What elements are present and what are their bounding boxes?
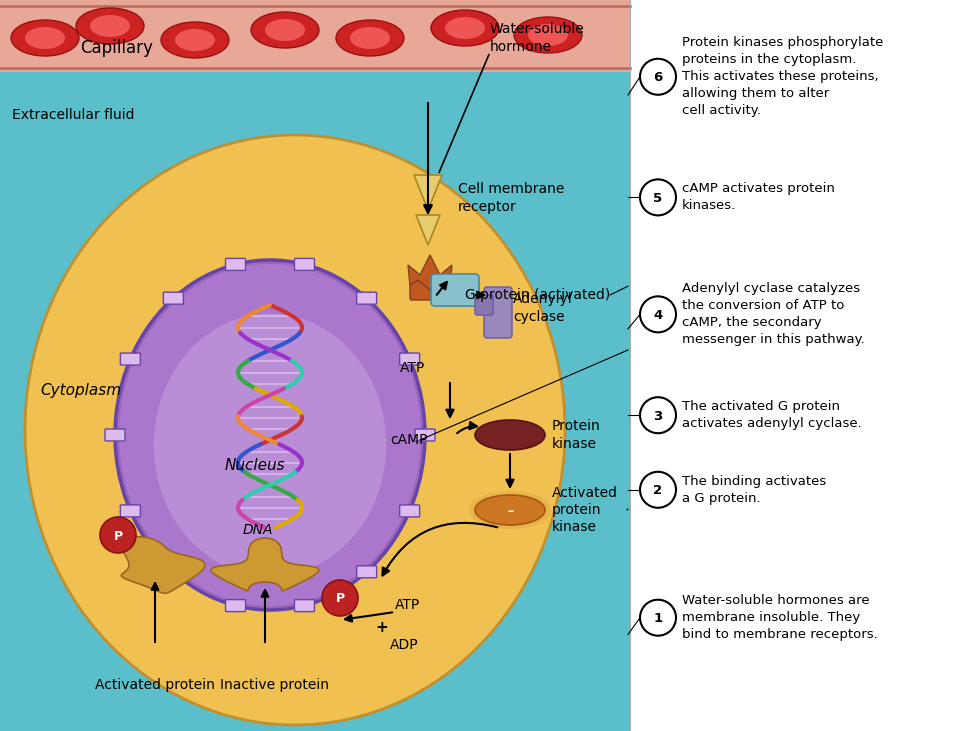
Ellipse shape (25, 135, 565, 725)
Text: 2: 2 (653, 484, 663, 497)
Text: cAMP: cAMP (390, 433, 427, 447)
Circle shape (640, 471, 676, 508)
Circle shape (640, 296, 676, 333)
FancyBboxPatch shape (431, 274, 479, 306)
Text: 4: 4 (653, 308, 663, 322)
Text: Nucleus: Nucleus (225, 458, 286, 472)
Text: P: P (336, 593, 345, 605)
Polygon shape (414, 175, 442, 210)
Text: ATP: ATP (395, 598, 420, 612)
Text: Cell membrane
receptor: Cell membrane receptor (458, 182, 565, 213)
Circle shape (640, 599, 676, 636)
Ellipse shape (115, 260, 425, 610)
Text: Protein
kinase: Protein kinase (552, 420, 601, 450)
Polygon shape (408, 255, 452, 290)
Text: +: + (375, 621, 388, 635)
Ellipse shape (528, 24, 568, 46)
FancyBboxPatch shape (226, 258, 245, 270)
Ellipse shape (11, 20, 79, 56)
FancyBboxPatch shape (410, 281, 450, 300)
Ellipse shape (350, 27, 390, 49)
Bar (0, 0, 630, 72)
Ellipse shape (161, 22, 229, 58)
FancyBboxPatch shape (400, 505, 420, 517)
FancyBboxPatch shape (226, 599, 245, 612)
Circle shape (640, 58, 676, 95)
Text: –: – (507, 506, 513, 518)
Text: P: P (114, 529, 123, 542)
Text: The activated G protein
activates adenylyl cyclase.: The activated G protein activates adenyl… (682, 400, 862, 431)
FancyBboxPatch shape (163, 292, 183, 304)
FancyBboxPatch shape (400, 353, 420, 365)
Polygon shape (416, 215, 440, 245)
Text: Water-soluble
hormone: Water-soluble hormone (490, 23, 585, 53)
Circle shape (100, 517, 136, 553)
Ellipse shape (76, 8, 144, 44)
FancyBboxPatch shape (294, 599, 315, 612)
Ellipse shape (90, 15, 130, 37)
Text: Adenylyl cyclase catalyzes
the conversion of ATP to
cAMP, the secondary
messenge: Adenylyl cyclase catalyzes the conversio… (682, 282, 865, 346)
Text: Activated
protein
kinase: Activated protein kinase (552, 485, 618, 534)
FancyBboxPatch shape (163, 566, 183, 577)
Polygon shape (211, 538, 319, 591)
Ellipse shape (119, 264, 421, 606)
Ellipse shape (445, 17, 485, 39)
Text: 3: 3 (653, 409, 663, 423)
Circle shape (322, 580, 358, 616)
Ellipse shape (175, 29, 215, 51)
Text: Adenylyl
cyclase: Adenylyl cyclase (513, 292, 572, 324)
Text: 6: 6 (653, 71, 663, 84)
Circle shape (640, 397, 676, 433)
Text: ATP: ATP (400, 361, 426, 375)
Text: Protein kinases phosphorylate
proteins in the cytoplasm.
This activates these pr: Protein kinases phosphorylate proteins i… (682, 37, 883, 117)
FancyBboxPatch shape (121, 353, 140, 365)
Polygon shape (122, 537, 205, 594)
FancyBboxPatch shape (475, 295, 493, 315)
Text: 1: 1 (653, 612, 663, 625)
Text: cAMP activates protein
kinases.: cAMP activates protein kinases. (682, 182, 835, 213)
FancyBboxPatch shape (484, 287, 512, 338)
Text: G protein (activated): G protein (activated) (465, 288, 610, 302)
Ellipse shape (251, 12, 319, 48)
Text: Extracellular fluid: Extracellular fluid (12, 108, 134, 122)
Text: Activated protein: Activated protein (96, 678, 215, 692)
Text: Inactive protein: Inactive protein (220, 678, 329, 692)
Bar (0, 72, 630, 731)
Ellipse shape (475, 420, 545, 450)
Ellipse shape (431, 10, 499, 46)
FancyBboxPatch shape (121, 505, 140, 517)
Text: Water-soluble hormones are
membrane insoluble. They
bind to membrane receptors.: Water-soluble hormones are membrane inso… (682, 594, 878, 641)
Circle shape (640, 179, 676, 216)
Ellipse shape (25, 27, 65, 49)
FancyBboxPatch shape (357, 292, 376, 304)
Text: The binding activates
a G protein.: The binding activates a G protein. (682, 474, 826, 505)
FancyBboxPatch shape (105, 429, 125, 441)
Ellipse shape (514, 17, 582, 53)
Ellipse shape (469, 491, 551, 529)
Bar (630, 0, 965, 731)
Text: ADP: ADP (390, 638, 419, 652)
Ellipse shape (475, 495, 545, 525)
Text: DNA: DNA (243, 523, 273, 537)
Ellipse shape (265, 19, 305, 41)
FancyBboxPatch shape (357, 566, 376, 577)
Text: 5: 5 (653, 192, 663, 205)
Ellipse shape (336, 20, 404, 56)
Text: Capillary: Capillary (80, 39, 152, 57)
Text: Cytoplasm: Cytoplasm (40, 382, 122, 398)
FancyBboxPatch shape (415, 429, 435, 441)
Ellipse shape (153, 314, 386, 576)
FancyBboxPatch shape (294, 258, 315, 270)
